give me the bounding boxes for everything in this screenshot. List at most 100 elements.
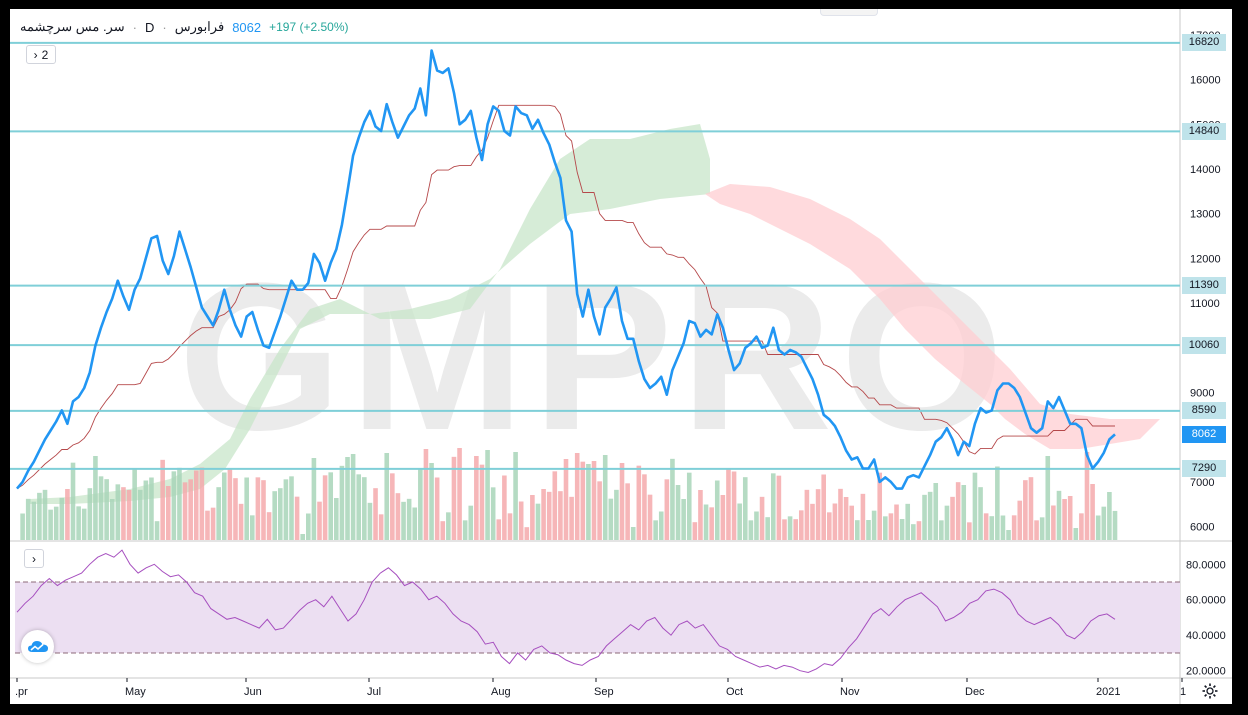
volume-bar <box>507 513 513 540</box>
volume-bar <box>154 521 160 540</box>
volume-bar <box>1023 480 1028 540</box>
volume-bar <box>496 519 502 540</box>
volume-bar <box>530 495 535 540</box>
volume-bar <box>177 467 182 540</box>
time-tick-label: Oct <box>726 686 743 698</box>
volume-bar <box>883 516 888 540</box>
volume-bar <box>630 527 636 540</box>
volume-bar <box>339 465 345 540</box>
volume-bar <box>277 488 283 540</box>
volume-bar <box>737 503 742 540</box>
symbol-header: سر. مس سرچشمه · D · فرابورس 8062 +197 (+… <box>20 15 349 39</box>
volume-bar <box>59 497 65 540</box>
volume-bar <box>608 498 614 540</box>
settings-gear-button[interactable] <box>1198 680 1222 702</box>
symbol-title[interactable]: سر. مس سرچشمه <box>20 19 125 34</box>
volume-bar <box>692 522 698 540</box>
volume-bar <box>418 469 423 540</box>
cloud-bearish <box>705 184 1160 449</box>
volume-bar <box>653 520 658 540</box>
chart-canvas[interactable]: GMPRO17000160001500014000130001200011000… <box>10 9 1232 704</box>
volume-bar <box>53 506 59 540</box>
volume-bar <box>429 463 434 540</box>
cloud-bullish <box>30 124 710 504</box>
volume-bar <box>1034 520 1039 540</box>
level-price-tag: 11390 <box>1182 277 1226 295</box>
price-change: +197 (+2.50%) <box>269 20 349 34</box>
volume-bar <box>1073 528 1079 540</box>
current-price-tag: 8062 <box>1182 425 1226 443</box>
indicators-collapse-button[interactable]: › 2 <box>26 45 56 64</box>
volume-bar <box>25 498 31 540</box>
top-handle[interactable] <box>820 9 878 16</box>
volume-bar <box>1090 484 1095 540</box>
header-separator-2: · <box>162 19 167 35</box>
chevron-right-icon: › <box>33 47 38 62</box>
volume-bar <box>726 468 731 540</box>
volume-bar <box>367 502 373 540</box>
volume-bar <box>535 503 541 540</box>
volume-bar <box>939 520 944 540</box>
volume-bar <box>406 498 412 540</box>
volume-bar <box>109 499 115 540</box>
volume-bar <box>888 513 894 540</box>
time-tick-label: Jun <box>244 686 262 698</box>
price-tick-label: 7000 <box>1190 477 1214 489</box>
volume-bar <box>65 489 70 540</box>
volume-bar <box>754 511 759 540</box>
volume-bar <box>70 462 76 540</box>
volume-bar <box>401 501 406 540</box>
volume-bar <box>636 465 642 540</box>
volume-bar <box>658 511 664 540</box>
volume-bar <box>983 513 989 540</box>
volume-bar <box>742 477 748 540</box>
volume-bar <box>412 507 418 540</box>
interval-label[interactable]: D <box>144 19 155 35</box>
volume-bar <box>586 464 591 540</box>
volume-bar <box>93 456 98 540</box>
chevron-right-icon: › <box>32 551 36 566</box>
time-tick-label: Dec <box>965 686 985 698</box>
rsi-pane-collapse-button[interactable]: › <box>24 549 44 568</box>
volume-bar <box>664 479 670 540</box>
volume-bar <box>1067 496 1073 540</box>
volume-bar <box>350 454 356 540</box>
volume-bar <box>989 516 995 540</box>
time-tick-label: 2021 <box>1096 686 1120 698</box>
volume-bar <box>1101 506 1107 540</box>
volume-bar <box>894 504 899 540</box>
volume-bar <box>1051 505 1056 540</box>
volume-bar <box>485 450 490 540</box>
volume-bar <box>832 503 838 540</box>
rsi-band <box>15 582 1180 653</box>
volume-bar <box>182 482 188 540</box>
volume-bar <box>126 490 132 540</box>
volume-bar <box>552 471 558 540</box>
rsi-tick-label: 60.0000 <box>1186 595 1226 607</box>
volume-bar <box>765 517 770 540</box>
volume-bar <box>322 475 328 540</box>
volume-bar <box>137 489 143 540</box>
exchange-label: فرابورس <box>174 19 225 34</box>
volume-bar <box>541 489 546 540</box>
volume-bar <box>1079 513 1084 540</box>
volume-bar <box>871 510 877 540</box>
volume-bar <box>345 457 350 540</box>
volume-bar <box>967 522 972 540</box>
volume-bar <box>261 480 266 540</box>
volume-bar <box>98 476 104 540</box>
volume-bar <box>115 484 121 540</box>
volume-bar <box>205 510 210 540</box>
time-tick-label: Jul <box>367 686 381 698</box>
volume-bar <box>143 480 149 540</box>
volume-bar <box>995 466 1000 540</box>
volume-bar <box>770 473 776 540</box>
tradingview-logo-button[interactable] <box>21 630 54 663</box>
volume-bar <box>698 490 703 540</box>
volume-bar <box>37 492 42 540</box>
volume-bar <box>390 473 395 540</box>
volume-bar <box>558 491 563 540</box>
volume-bar <box>675 485 681 540</box>
volume-bar <box>911 524 916 540</box>
level-price-tag: 7290 <box>1182 460 1226 478</box>
